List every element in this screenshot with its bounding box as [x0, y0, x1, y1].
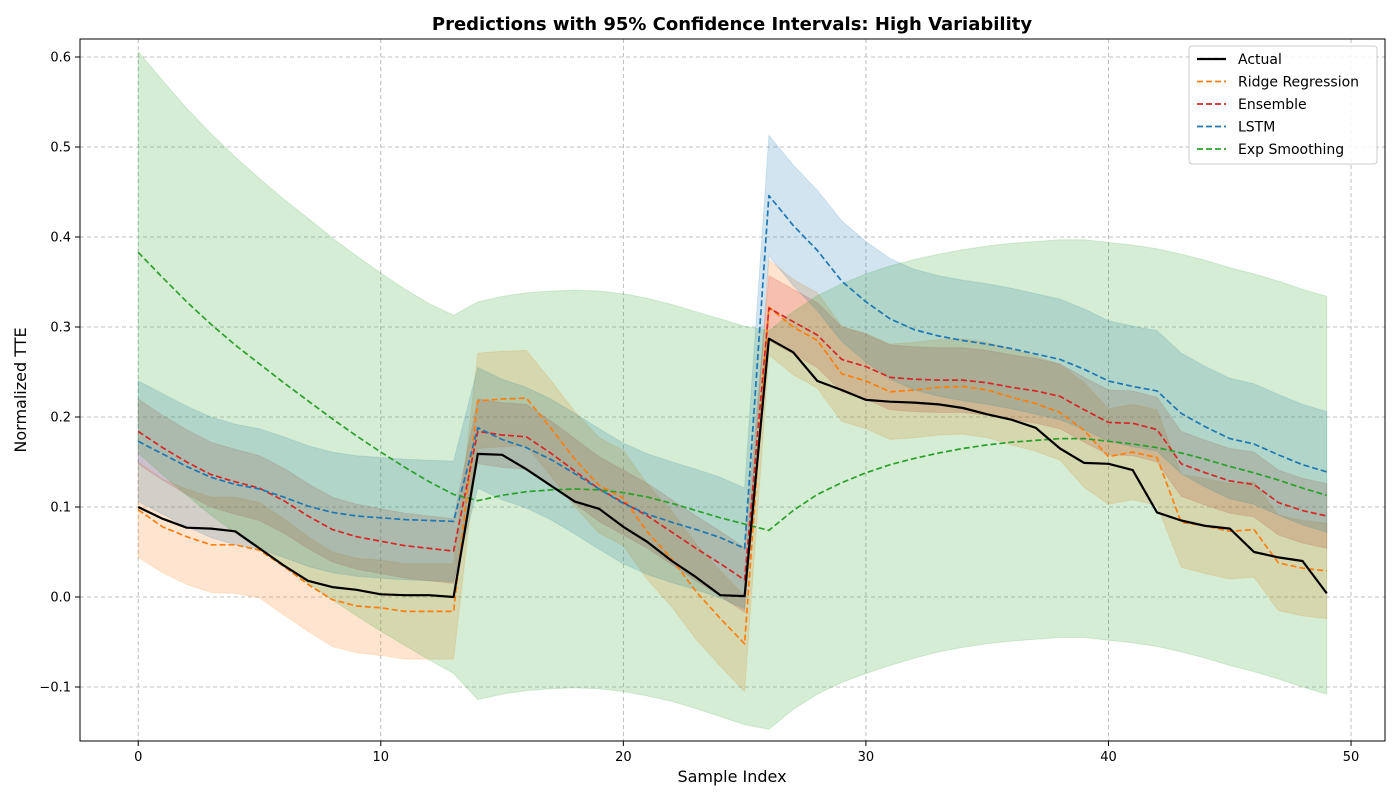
legend-box	[1188, 45, 1378, 165]
plot-frame	[79, 38, 1386, 742]
x-tick-label: 40	[1100, 750, 1117, 765]
y-tick-label: 0.3	[50, 321, 71, 336]
gridlines	[80, 39, 1385, 741]
confidence-bands	[137, 50, 1328, 730]
y-tick-label: 0.0	[50, 591, 71, 606]
y-tick-label: 0.2	[50, 411, 71, 426]
x-tick-label: 30	[858, 750, 875, 765]
confidence-band-lstm	[137, 134, 1328, 610]
x-axis-ticks: 0 10 20 30 40 50	[134, 741, 1359, 765]
x-tick-label: 10	[373, 750, 390, 765]
legend-label-lstm: LSTM	[1238, 120, 1275, 136]
legend-label-exp-smoothing: Exp Smoothing	[1238, 142, 1344, 158]
y-tick-label: 0.6	[50, 51, 71, 66]
legend-items: Actual Ridge Regression Ensemble LSTM Exp Sm…	[1197, 52, 1359, 158]
legend: Actual Ridge Regression Ensemble LSTM Exp Sm…	[1188, 45, 1378, 165]
series-line-exp-smoothing	[137, 251, 1328, 532]
confidence-band-ensemble	[137, 274, 1328, 614]
y-tick-label: 0.4	[50, 231, 71, 246]
y-axis-title: Normalized TTE	[11, 327, 30, 452]
chart-title: Predictions with 95% Confidence Interval…	[432, 14, 1032, 35]
y-axis-ticks: −0.1 0.0 0.1 0.2 0.3 0.4 0.5 0.6	[39, 51, 80, 696]
series-line-ensemble	[137, 307, 1327, 581]
y-tick-label: −0.1	[39, 681, 71, 696]
legend-label-actual: Actual	[1238, 52, 1282, 68]
confidence-band-exp-smoothing	[137, 50, 1328, 730]
series-line-actual	[137, 337, 1328, 599]
x-tick-label: 20	[615, 750, 632, 765]
y-tick-label: 0.5	[50, 141, 71, 156]
confidence-band-ridge-regression	[137, 258, 1328, 693]
x-tick-label: 50	[1343, 750, 1360, 765]
legend-label-ensemble: Ensemble	[1238, 97, 1307, 113]
series-lines	[137, 194, 1328, 645]
x-axis-title: Sample Index	[677, 767, 786, 786]
legend-label-ridge-regression: Ridge Regression	[1238, 75, 1359, 91]
x-tick-label: 0	[134, 750, 142, 765]
y-tick-label: 0.1	[50, 501, 71, 516]
series-line-lstm	[137, 194, 1328, 550]
